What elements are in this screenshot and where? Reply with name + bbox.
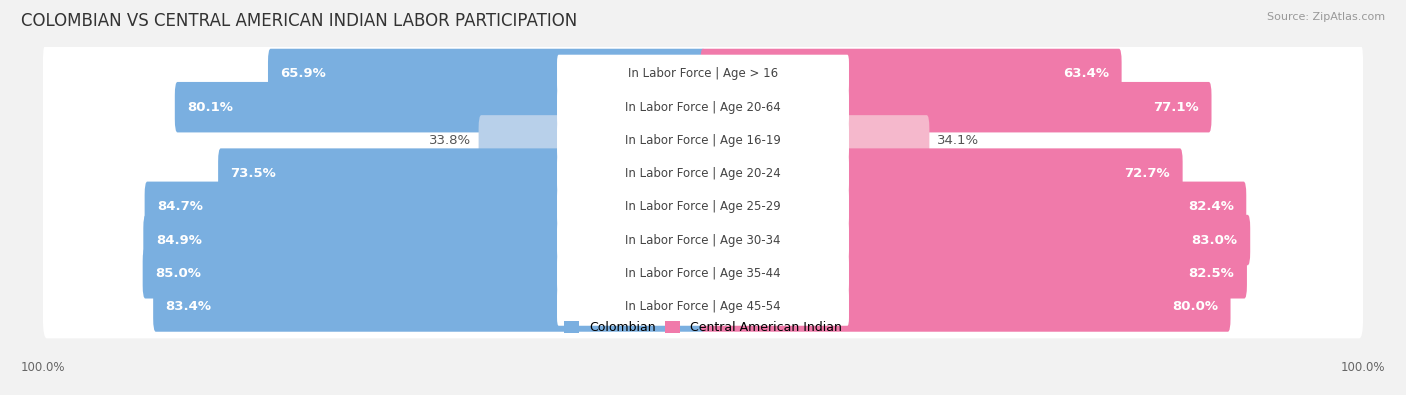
Text: In Labor Force | Age 25-29: In Labor Force | Age 25-29 (626, 200, 780, 213)
Text: Source: ZipAtlas.com: Source: ZipAtlas.com (1267, 12, 1385, 22)
Text: 84.9%: 84.9% (156, 233, 201, 246)
Text: In Labor Force | Age 20-24: In Labor Force | Age 20-24 (626, 167, 780, 180)
FancyBboxPatch shape (557, 88, 849, 126)
FancyBboxPatch shape (557, 287, 849, 326)
FancyBboxPatch shape (700, 49, 1122, 99)
Legend: Colombian, Central American Indian: Colombian, Central American Indian (558, 316, 848, 339)
FancyBboxPatch shape (557, 121, 849, 160)
Text: In Labor Force | Age 16-19: In Labor Force | Age 16-19 (626, 134, 780, 147)
Text: 83.4%: 83.4% (166, 300, 212, 313)
FancyBboxPatch shape (557, 55, 849, 93)
Text: 100.0%: 100.0% (1340, 361, 1385, 374)
FancyBboxPatch shape (44, 241, 1362, 305)
FancyBboxPatch shape (143, 215, 706, 265)
FancyBboxPatch shape (700, 248, 1247, 299)
FancyBboxPatch shape (44, 75, 1362, 139)
Text: 80.0%: 80.0% (1173, 300, 1218, 313)
FancyBboxPatch shape (44, 208, 1362, 272)
Text: 84.7%: 84.7% (157, 200, 202, 213)
FancyBboxPatch shape (145, 182, 706, 232)
FancyBboxPatch shape (557, 254, 849, 293)
Text: 85.0%: 85.0% (155, 267, 201, 280)
FancyBboxPatch shape (153, 281, 706, 332)
Text: 33.8%: 33.8% (429, 134, 471, 147)
FancyBboxPatch shape (44, 275, 1362, 339)
FancyBboxPatch shape (174, 82, 706, 132)
FancyBboxPatch shape (557, 154, 849, 193)
Text: 82.5%: 82.5% (1188, 267, 1234, 280)
FancyBboxPatch shape (700, 149, 1182, 199)
Text: 65.9%: 65.9% (280, 68, 326, 81)
Text: 73.5%: 73.5% (231, 167, 277, 180)
FancyBboxPatch shape (557, 188, 849, 226)
Text: 34.1%: 34.1% (936, 134, 979, 147)
Text: In Labor Force | Age 30-34: In Labor Force | Age 30-34 (626, 233, 780, 246)
FancyBboxPatch shape (700, 82, 1212, 132)
FancyBboxPatch shape (44, 42, 1362, 106)
FancyBboxPatch shape (142, 248, 706, 299)
Text: In Labor Force | Age 35-44: In Labor Force | Age 35-44 (626, 267, 780, 280)
FancyBboxPatch shape (44, 109, 1362, 172)
FancyBboxPatch shape (44, 175, 1362, 239)
Text: In Labor Force | Age 20-64: In Labor Force | Age 20-64 (626, 101, 780, 114)
Text: In Labor Force | Age 45-54: In Labor Force | Age 45-54 (626, 300, 780, 313)
FancyBboxPatch shape (557, 221, 849, 259)
FancyBboxPatch shape (478, 115, 706, 166)
FancyBboxPatch shape (700, 215, 1250, 265)
Text: 100.0%: 100.0% (21, 361, 66, 374)
Text: 72.7%: 72.7% (1125, 167, 1170, 180)
FancyBboxPatch shape (700, 281, 1230, 332)
Text: 80.1%: 80.1% (187, 101, 233, 114)
FancyBboxPatch shape (700, 115, 929, 166)
FancyBboxPatch shape (269, 49, 706, 99)
Text: 82.4%: 82.4% (1188, 200, 1234, 213)
Text: 83.0%: 83.0% (1192, 233, 1237, 246)
FancyBboxPatch shape (218, 149, 706, 199)
Text: COLOMBIAN VS CENTRAL AMERICAN INDIAN LABOR PARTICIPATION: COLOMBIAN VS CENTRAL AMERICAN INDIAN LAB… (21, 12, 578, 30)
FancyBboxPatch shape (44, 142, 1362, 205)
Text: 77.1%: 77.1% (1153, 101, 1199, 114)
FancyBboxPatch shape (700, 182, 1246, 232)
Text: In Labor Force | Age > 16: In Labor Force | Age > 16 (628, 68, 778, 81)
Text: 63.4%: 63.4% (1063, 68, 1109, 81)
